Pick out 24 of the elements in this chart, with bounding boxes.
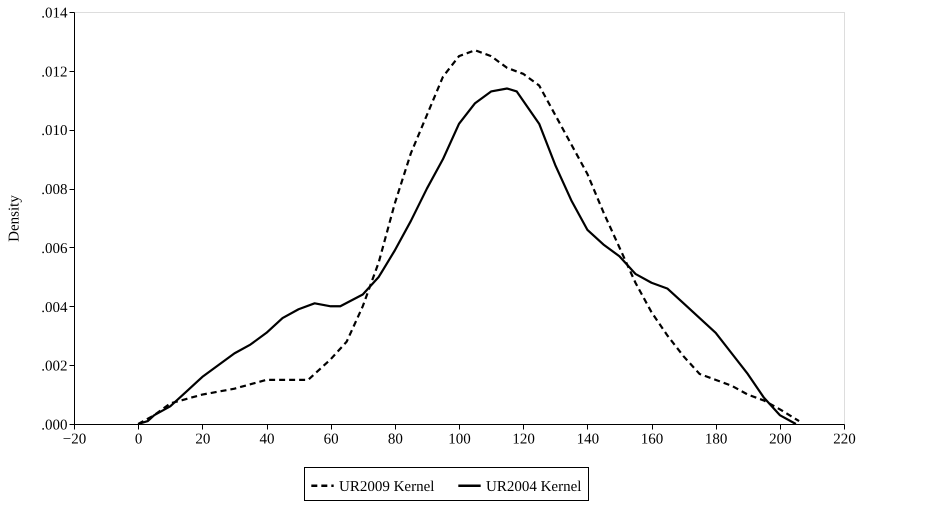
x-tick-label: 0 [134,432,142,448]
x-tick-label: −20 [62,432,86,448]
y-tick-label: .000 [41,418,68,434]
y-tick-label: .008 [41,182,68,198]
y-tick-label: .004 [41,300,68,316]
y-tick-label: .014 [41,6,68,22]
x-tick-label: 20 [195,432,210,448]
x-tick-label: 220 [833,432,856,448]
x-tick-label: 80 [388,432,403,448]
x-tick-label: 40 [260,432,274,448]
y-tick-label: .002 [41,358,68,375]
y-tick-label: .010 [41,123,68,140]
x-tick-label: 180 [704,432,728,448]
y-tick-label: .006 [41,240,68,257]
x-tick-label: 140 [576,432,600,448]
x-tick-label: 100 [448,432,471,448]
y-tick-label: .012 [41,64,68,80]
legend-label: UR2009 Kernel [339,478,434,495]
legend-label: UR2004 Kernel [486,478,582,495]
x-tick-label: 200 [769,432,792,448]
x-tick-label: 160 [640,432,664,448]
y-axis-title: Density [6,194,22,242]
x-tick-label: 120 [512,432,535,448]
x-tick-label: 60 [324,432,339,448]
